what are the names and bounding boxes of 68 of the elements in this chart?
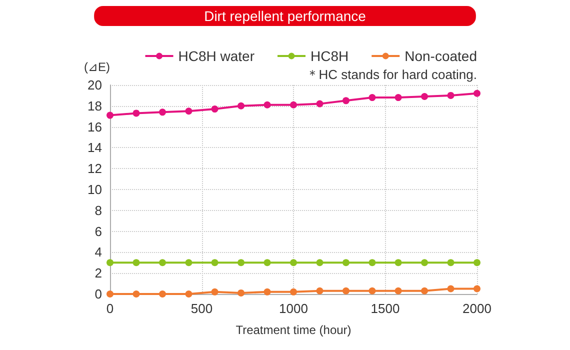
point bbox=[394, 94, 402, 102]
text: ＊HC stands for hard coating. bbox=[306, 67, 478, 82]
y-tick-label: 4 bbox=[94, 244, 102, 260]
point bbox=[394, 287, 402, 294]
point bbox=[158, 259, 166, 266]
point bbox=[421, 287, 428, 294]
point bbox=[368, 259, 376, 266]
y-axis-title: (⊿E) bbox=[84, 60, 110, 74]
point bbox=[474, 90, 480, 97]
y-tick-label: 14 bbox=[88, 140, 102, 156]
point bbox=[158, 108, 166, 116]
point bbox=[316, 100, 324, 108]
y-tick-label: 8 bbox=[94, 202, 102, 218]
x-tick-label: 1000 bbox=[279, 301, 308, 316]
point bbox=[185, 259, 192, 266]
legend-label: HC8H bbox=[310, 48, 349, 64]
point bbox=[394, 259, 402, 266]
point bbox=[264, 259, 271, 266]
point bbox=[290, 288, 297, 296]
point bbox=[132, 259, 140, 266]
point bbox=[238, 289, 245, 296]
point bbox=[158, 290, 166, 298]
point bbox=[211, 288, 218, 296]
x-tick-label: 1500 bbox=[370, 301, 400, 316]
point bbox=[342, 287, 350, 294]
x-tick-label: 0 bbox=[106, 301, 114, 316]
point bbox=[447, 285, 454, 292]
legend-label: Non-coated bbox=[404, 48, 478, 64]
point bbox=[421, 259, 428, 266]
point bbox=[316, 259, 324, 266]
x-tick-label: 2000 bbox=[462, 301, 492, 316]
point bbox=[211, 106, 218, 113]
point bbox=[185, 290, 192, 298]
point bbox=[264, 288, 271, 296]
point bbox=[132, 110, 140, 117]
point bbox=[342, 259, 350, 266]
chart-title: Dirt repellent performance bbox=[204, 8, 366, 24]
point bbox=[106, 290, 114, 298]
point bbox=[211, 259, 218, 266]
point bbox=[290, 259, 297, 266]
point bbox=[474, 285, 480, 292]
point bbox=[421, 92, 428, 100]
point bbox=[447, 259, 454, 266]
y-tick-label: 0 bbox=[94, 286, 102, 302]
point bbox=[474, 259, 480, 266]
y-tick-label: 10 bbox=[88, 182, 102, 197]
point bbox=[132, 290, 140, 298]
y-tick-label: 12 bbox=[88, 161, 102, 176]
point bbox=[185, 108, 192, 115]
y-tick-label: 2 bbox=[94, 266, 102, 281]
point bbox=[264, 101, 271, 108]
y-tick-label: 20 bbox=[88, 78, 102, 92]
x-axis-title: Treatment time (hour) bbox=[236, 323, 352, 337]
legend-label: HC8H water bbox=[178, 48, 255, 64]
point bbox=[290, 101, 297, 108]
point bbox=[368, 287, 376, 294]
x-tick-label: 500 bbox=[190, 301, 213, 316]
point bbox=[238, 259, 245, 266]
y-tick-label: 18 bbox=[88, 98, 102, 114]
y-tick-label: 16 bbox=[88, 119, 102, 134]
point bbox=[368, 94, 376, 102]
point bbox=[316, 287, 324, 294]
point bbox=[106, 259, 114, 266]
point bbox=[238, 102, 245, 110]
point bbox=[342, 97, 350, 104]
y-tick-label: 6 bbox=[94, 224, 102, 239]
point bbox=[106, 112, 114, 119]
point bbox=[447, 92, 454, 99]
